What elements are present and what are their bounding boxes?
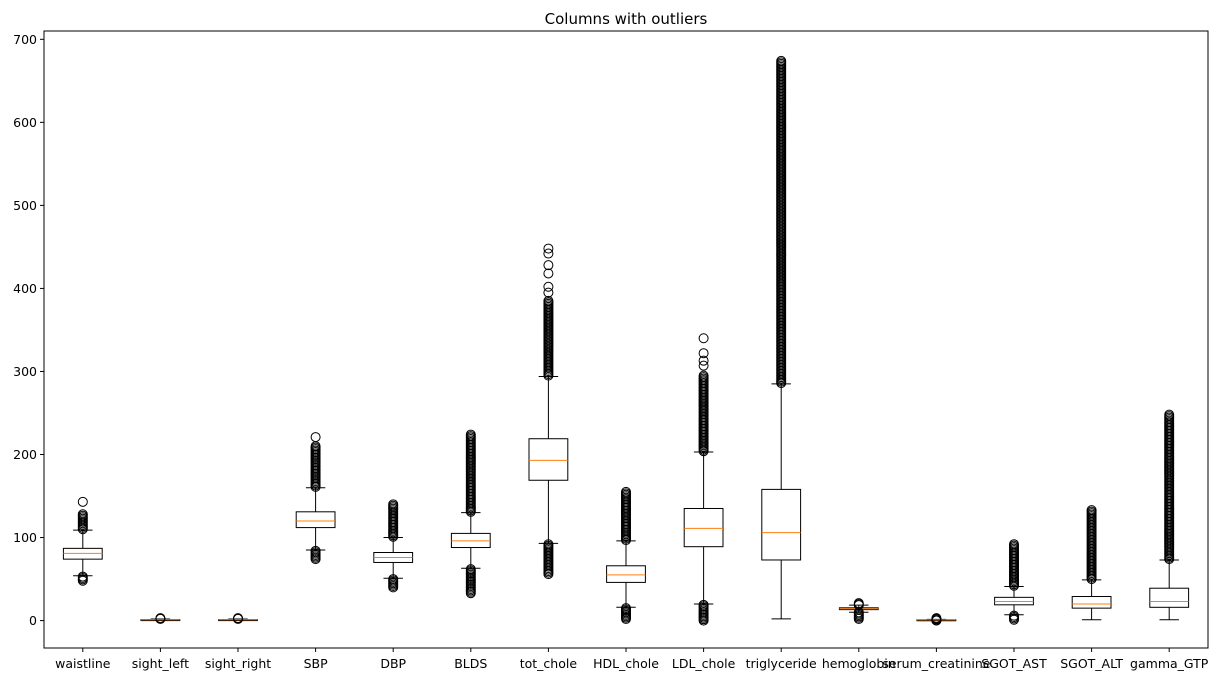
x-tick-label: tot_chole [520, 656, 578, 671]
outlier-point [543, 260, 554, 271]
outlier-low [1009, 614, 1019, 625]
outlier-low [465, 588, 476, 599]
outlier-high [233, 613, 243, 624]
x-tick-label: sight_right [205, 656, 271, 671]
outlier-point [543, 243, 554, 254]
x-tick-label: sight_left [132, 656, 189, 671]
outlier-high [465, 506, 476, 517]
outlier-point [77, 496, 88, 507]
x-tick-label: LDL_chole [672, 656, 736, 671]
outlier-high [698, 446, 709, 457]
x-tick-label: serum_creatinine [882, 656, 990, 671]
outlier-point [698, 348, 709, 359]
box [683, 507, 724, 548]
box [606, 565, 646, 583]
outlier-high [1009, 580, 1019, 591]
x-tick-label: waistline [55, 656, 111, 671]
outlier-point [698, 355, 709, 366]
outlier-high [931, 614, 942, 625]
y-tick-label: 200 [13, 447, 37, 462]
outlier-point [698, 333, 709, 344]
x-tick-label: SBP [304, 656, 329, 671]
outlier-low [698, 615, 709, 626]
outlier-high [543, 370, 554, 381]
x-tick-label: SGOT_ALT [1060, 656, 1123, 671]
outlier-high [853, 600, 864, 611]
outlier-point [698, 360, 709, 371]
plot-area: 0 100 200 300 400 500 600 700 waistline sight_lef… [13, 30, 1209, 671]
x-tick-label: hemoglobin [822, 656, 896, 671]
outlier-point [543, 281, 554, 292]
outlier-high [310, 481, 321, 492]
outlier-low [388, 582, 399, 593]
y-tick-label: 0 [29, 613, 37, 628]
box [1149, 587, 1190, 608]
x-tick-label: DBP [380, 656, 406, 671]
box [295, 511, 336, 529]
x-tick-label: gamma_GTP [1130, 656, 1209, 671]
box [761, 488, 802, 561]
x-tick-label: triglyceride [746, 656, 817, 671]
outlier-low [543, 569, 554, 580]
outlier-high [388, 531, 399, 542]
outlier-point [543, 287, 554, 298]
x-tick-label: SGOT_AST [981, 656, 1047, 671]
outlier-high [77, 524, 88, 535]
y-tick-label: 600 [13, 115, 37, 130]
outlier-low [621, 613, 631, 624]
outlier-point [543, 268, 554, 279]
outlier-low [853, 613, 864, 624]
y-tick-label: 700 [13, 32, 37, 47]
outlier-high [776, 378, 787, 389]
y-tick-label: 400 [13, 281, 37, 296]
y-tick-label: 100 [13, 530, 37, 545]
outlier-low [310, 554, 321, 565]
outlier-point [310, 432, 321, 443]
x-tick-label: HDL_chole [593, 656, 659, 671]
outlier-high [155, 613, 166, 624]
x-tick-label: BLDS [454, 656, 487, 671]
box [1071, 596, 1112, 609]
y-tick-label: 300 [13, 364, 37, 379]
outlier-low [77, 575, 88, 586]
chart-title: Columns with outliers [545, 10, 708, 28]
outlier-high [621, 535, 631, 546]
outlier-high [1086, 574, 1097, 585]
y-tick-label: 500 [13, 198, 37, 213]
outlier-point [543, 248, 554, 259]
outlier-high [1164, 554, 1175, 565]
box [528, 438, 569, 481]
